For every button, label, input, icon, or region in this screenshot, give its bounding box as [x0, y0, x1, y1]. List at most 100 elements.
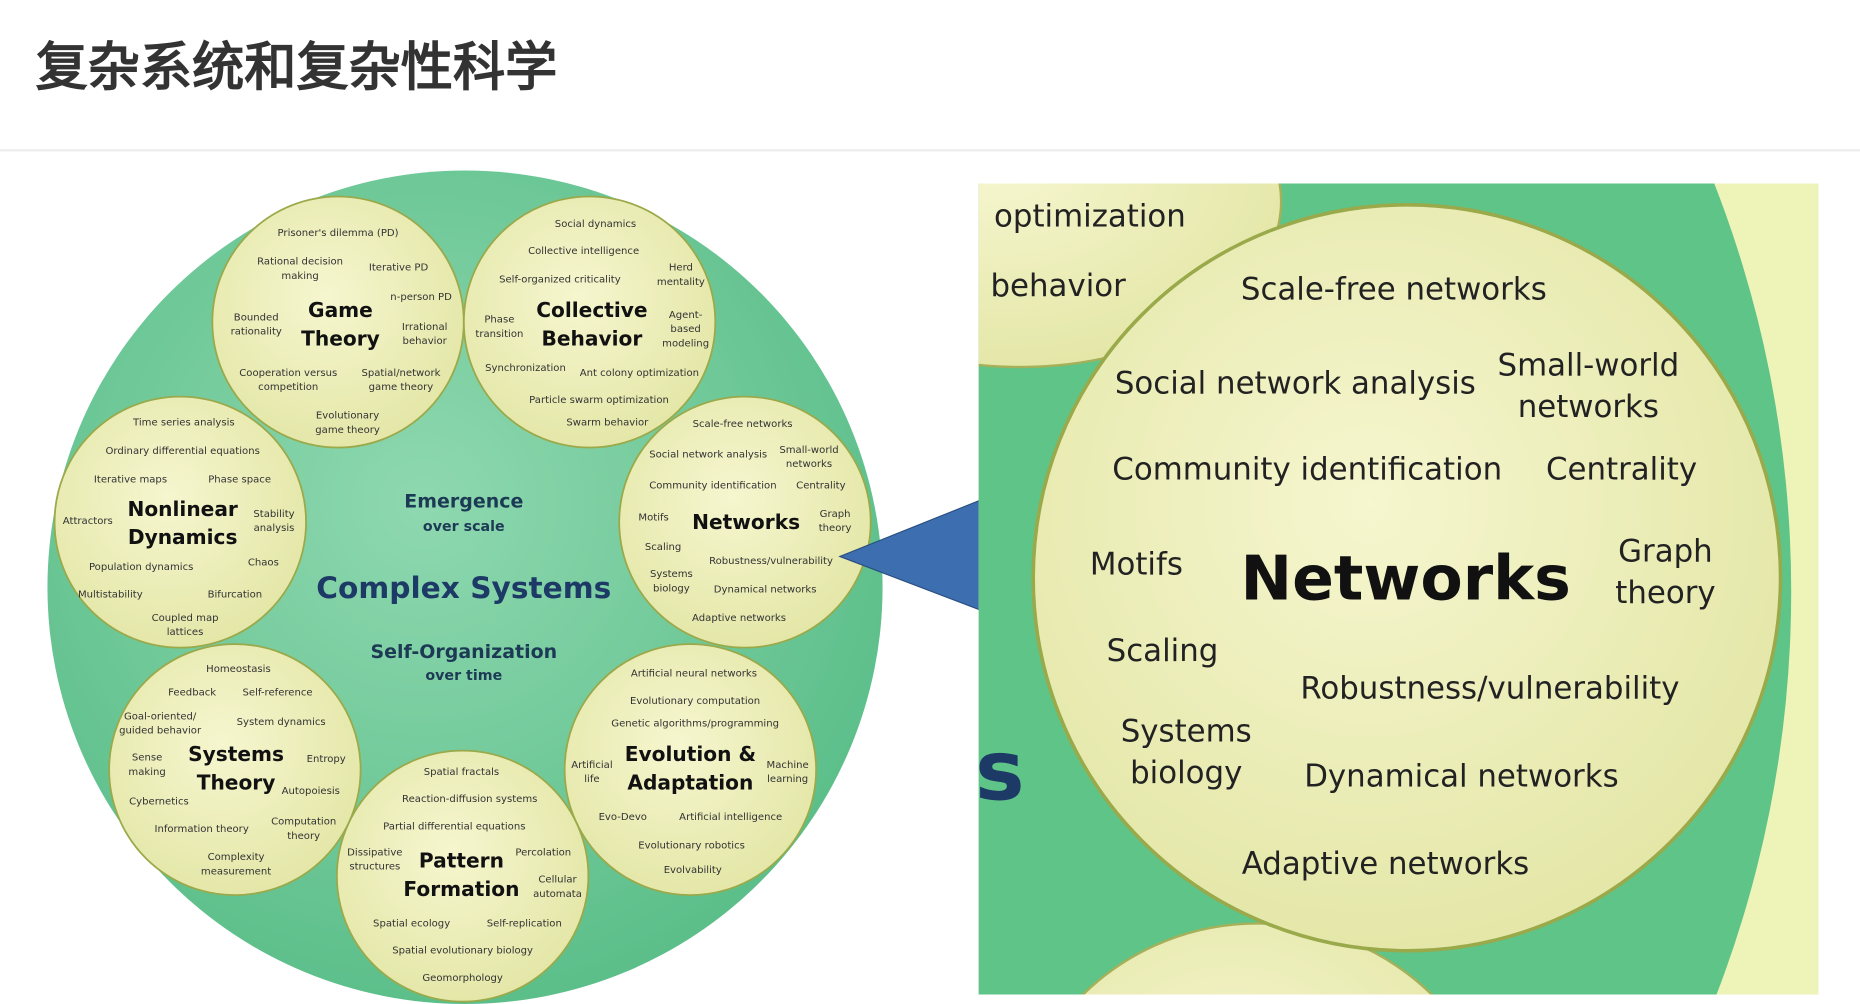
topic: based — [670, 324, 700, 335]
topic: Artificial neural networks — [631, 669, 757, 680]
topic: Cellular — [538, 875, 577, 886]
topic: Community identification — [649, 480, 776, 491]
topic: Adaptive networks — [692, 613, 786, 624]
center-title: Complex Systems — [316, 571, 611, 605]
topic: Spatial/network — [361, 368, 440, 379]
topic: Motifs — [1090, 546, 1183, 582]
topic: Systems — [1121, 713, 1252, 749]
topic: Phase — [484, 315, 514, 326]
topic: behavior — [403, 336, 448, 347]
topic: Social network analysis — [1115, 365, 1476, 401]
zoom-title: Networks — [1240, 543, 1570, 615]
topic: Particle swarm optimization — [529, 395, 669, 406]
topic: Robustness/vulnerability — [709, 556, 833, 567]
topic: mentality — [657, 277, 705, 288]
topic: Bounded — [234, 312, 279, 323]
circle-title: Theory — [301, 326, 380, 350]
topic: Centrality — [796, 480, 845, 491]
topic: Evo-Devo — [599, 812, 647, 823]
topic: Attractors — [63, 516, 113, 527]
topic: Swarm behavior — [566, 418, 649, 429]
topic: Motifs — [638, 512, 668, 523]
topic: Social dynamics — [555, 219, 636, 230]
topic: Ant colony optimization — [580, 368, 699, 379]
topic: game theory — [315, 425, 380, 436]
center-note: Emergence — [404, 491, 523, 513]
circle-title: Theory — [197, 770, 276, 794]
fragment: behavior — [990, 268, 1126, 304]
topic: theory — [819, 523, 852, 534]
topic: Autopoiesis — [282, 786, 340, 797]
circle-title: Collective — [536, 298, 647, 322]
topic: Ordinary differential equations — [105, 446, 259, 457]
zoom-neighbor — [978, 183, 1283, 369]
circle-title: Systems — [188, 742, 284, 766]
topic: theory — [287, 831, 320, 842]
topic: Robustness/vulnerability — [1300, 671, 1679, 707]
topic: Systems — [650, 569, 693, 580]
topic: networks — [786, 459, 832, 470]
topic: Sense — [132, 753, 162, 764]
topic: transition — [475, 329, 523, 340]
topic: Evolvability — [664, 865, 722, 876]
topic: Small-world — [1498, 348, 1680, 384]
topic: Self-replication — [487, 918, 562, 929]
topic: System dynamics — [237, 717, 326, 728]
topic: Collective intelligence — [528, 246, 639, 257]
topic: Iterative PD — [369, 263, 429, 274]
topic: competition — [258, 382, 318, 393]
topic: making — [128, 767, 165, 778]
topic: Genetic algorithms/programming — [611, 718, 779, 729]
topic: Spatial fractals — [424, 767, 499, 778]
topic: Bifurcation — [208, 589, 263, 600]
sub-circle — [108, 643, 362, 896]
topic: Scaling — [1107, 633, 1219, 669]
topic: Entropy — [307, 754, 346, 765]
topic: Information theory — [155, 824, 249, 835]
sub-circle — [335, 749, 590, 1003]
center-note: Self-Organization — [370, 641, 557, 663]
circle-title: Evolution & — [625, 742, 756, 766]
topic: Machine — [767, 760, 809, 771]
circle-title: Nonlinear — [127, 497, 237, 521]
topic: rationality — [231, 327, 282, 338]
topic: Dissipative — [347, 847, 402, 858]
topic: Complexity — [208, 852, 265, 863]
circle-title: Pattern — [419, 848, 504, 872]
slide-title: 复杂系统和复杂性科学 — [36, 38, 558, 98]
topic: Percolation — [515, 847, 571, 858]
topic: analysis — [254, 523, 295, 534]
sub-circle — [462, 195, 717, 449]
circle-title: Formation — [403, 877, 519, 901]
topic: Scale-free networks — [693, 419, 793, 430]
topic: Reaction-diffusion systems — [402, 794, 537, 805]
topic: Partial differential equations — [383, 821, 525, 832]
topic: Spatial ecology — [373, 918, 450, 929]
zoom-panel: optimization behavior s Networks Scale-fr… — [978, 183, 1819, 995]
topic: Community identification — [1112, 452, 1502, 488]
topic: Synchronization — [485, 363, 566, 374]
topic: Herd — [669, 263, 693, 274]
topic: Phase space — [208, 475, 271, 486]
topic: Population dynamics — [89, 562, 193, 573]
topic: Self-organized criticality — [499, 274, 621, 285]
topic: Agent- — [669, 310, 703, 321]
topic: Scale-free networks — [1241, 272, 1547, 308]
topic: Centrality — [1546, 452, 1697, 488]
topic: Goal-oriented/ — [124, 711, 197, 722]
topic: lattices — [167, 627, 204, 638]
topic: Feedback — [168, 688, 216, 699]
circle-title: Dynamics — [128, 525, 238, 549]
topic: Dynamical networks — [714, 585, 817, 596]
topic: measurement — [201, 866, 271, 877]
topic: Scaling — [645, 542, 681, 553]
center-note: over scale — [423, 519, 505, 535]
topic: networks — [1518, 389, 1659, 425]
diagram: Emergence over scale Complex Systems Self-O… — [53, 195, 872, 1003]
topic: Graph — [1618, 533, 1713, 569]
topic: Evolutionary — [316, 411, 379, 422]
topic: Graph — [820, 509, 851, 520]
topic: Prisoner's dilemma (PD) — [278, 228, 399, 239]
